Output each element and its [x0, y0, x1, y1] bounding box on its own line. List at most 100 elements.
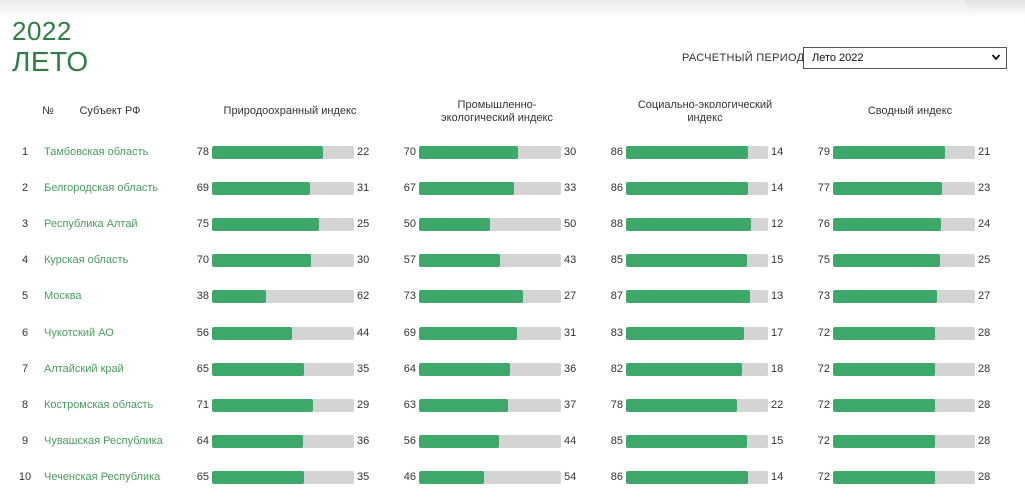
industrial-index-bar	[419, 182, 561, 195]
industrial-index-bar	[419, 218, 561, 231]
nature-index-bar	[212, 399, 354, 412]
nature-index-bar	[212, 182, 354, 195]
nature-index-remainder: 36	[357, 435, 370, 447]
row-number: 7	[21, 363, 29, 375]
social-index-bar	[626, 254, 768, 267]
summary-index-remainder: 25	[978, 254, 991, 266]
industrial-index-remainder: 33	[564, 182, 577, 194]
column-header-industrial-line-2: экологический индекс	[441, 112, 553, 124]
summary-index-bar	[833, 399, 975, 412]
region-link[interactable]: Курская область	[44, 254, 129, 266]
nature-index-bar	[212, 290, 354, 303]
industrial-index-value: 50	[403, 218, 416, 230]
social-index-bar-fill	[626, 290, 750, 303]
period-select[interactable]: Лето 2022	[803, 47, 1007, 69]
region-link[interactable]: Чукотский АО	[44, 327, 114, 339]
industrial-index-bar-fill	[419, 254, 500, 267]
summary-index-bar	[833, 182, 975, 195]
table-row: 5 Москва 38 62 73 27 87 13 73 27	[0, 286, 1025, 306]
summary-index-bar	[833, 146, 975, 159]
social-index-bar-fill	[626, 254, 747, 267]
nature-index-bar	[212, 363, 354, 376]
region-link[interactable]: Тамбовская область	[44, 146, 149, 158]
industrial-index-remainder: 43	[564, 254, 577, 266]
summary-index-bar-fill	[833, 471, 936, 484]
social-index-bar-fill	[626, 435, 747, 448]
industrial-index-bar	[419, 363, 561, 376]
row-number: 8	[21, 399, 29, 411]
row-number: 3	[21, 218, 29, 230]
region-link[interactable]: Чувашская Республика	[44, 435, 163, 447]
region-link[interactable]: Костромская область	[44, 399, 154, 411]
summary-index-bar-fill	[833, 435, 936, 448]
nature-index-bar	[212, 435, 354, 448]
column-header-region: Субъект РФ	[79, 105, 141, 117]
summary-index-remainder: 24	[978, 218, 991, 230]
summary-index-bar-fill	[833, 254, 940, 267]
industrial-index-value: 69	[403, 327, 416, 339]
nature-index-remainder: 35	[357, 363, 370, 375]
summary-index-bar	[833, 471, 975, 484]
social-index-remainder: 14	[771, 146, 784, 158]
social-index-remainder: 12	[771, 218, 784, 230]
region-link[interactable]: Белгородская область	[44, 182, 159, 194]
social-index-value: 86	[610, 146, 623, 158]
summary-index-remainder: 27	[978, 290, 991, 302]
nature-index-value: 78	[196, 146, 209, 158]
region-link[interactable]: Москва	[44, 290, 82, 302]
industrial-index-bar-fill	[419, 182, 515, 195]
nature-index-bar-fill	[212, 146, 323, 159]
table-row: 1 Тамбовская область 78 22 70 30 86 14 79 21	[0, 142, 1025, 162]
summary-index-remainder: 28	[978, 327, 991, 339]
summary-index-remainder: 28	[978, 363, 991, 375]
page-year: 2022	[12, 16, 72, 46]
industrial-index-bar	[419, 254, 561, 267]
nature-index-remainder: 44	[357, 327, 370, 339]
nature-index-value: 75	[196, 218, 209, 230]
nature-index-value: 64	[196, 435, 209, 447]
industrial-index-bar-fill	[419, 218, 490, 231]
social-index-bar	[626, 363, 768, 376]
social-index-value: 85	[610, 435, 623, 447]
nature-index-bar	[212, 254, 354, 267]
summary-index-bar	[833, 254, 975, 267]
summary-index-value: 72	[817, 363, 830, 375]
industrial-index-bar-fill	[419, 290, 523, 303]
top-shadow	[0, 0, 1025, 18]
column-header-nature-index: Природоохранный индекс	[223, 105, 357, 117]
industrial-index-value: 56	[403, 435, 416, 447]
table-row: 3 Республика Алтай 75 25 50 50 88 12 76 24	[0, 214, 1025, 234]
row-number: 5	[21, 290, 29, 302]
industrial-index-remainder: 50	[564, 218, 577, 230]
page-title: ЛЕТО	[12, 46, 89, 77]
region-link[interactable]: Алтайский край	[44, 363, 124, 375]
region-link[interactable]: Республика Алтай	[44, 218, 138, 230]
column-header-industrial-line-1: Промышленно-	[457, 99, 537, 111]
nature-index-bar	[212, 218, 354, 231]
social-index-bar	[626, 290, 768, 303]
nature-index-bar	[212, 327, 354, 340]
nature-index-bar-fill	[212, 399, 313, 412]
summary-index-value: 76	[817, 218, 830, 230]
social-index-value: 85	[610, 254, 623, 266]
industrial-index-remainder: 27	[564, 290, 577, 302]
social-index-bar	[626, 435, 768, 448]
industrial-index-value: 73	[403, 290, 416, 302]
nature-index-value: 65	[196, 363, 209, 375]
nature-index-bar	[212, 471, 354, 484]
nature-index-value: 71	[196, 399, 209, 411]
nature-index-remainder: 30	[357, 254, 370, 266]
summary-index-value: 72	[817, 399, 830, 411]
social-index-bar	[626, 146, 768, 159]
social-index-bar-fill	[626, 471, 749, 484]
nature-index-remainder: 25	[357, 218, 370, 230]
summary-index-value: 72	[817, 327, 830, 339]
social-index-value: 88	[610, 218, 623, 230]
summary-index-bar	[833, 327, 975, 340]
region-link[interactable]: Чеченская Республика	[44, 471, 161, 483]
nature-index-bar-fill	[212, 254, 312, 267]
industrial-index-value: 67	[403, 182, 416, 194]
column-header-summary-index: Сводный индекс	[867, 105, 953, 117]
social-index-bar-fill	[626, 363, 743, 376]
summary-index-bar-fill	[833, 363, 936, 376]
